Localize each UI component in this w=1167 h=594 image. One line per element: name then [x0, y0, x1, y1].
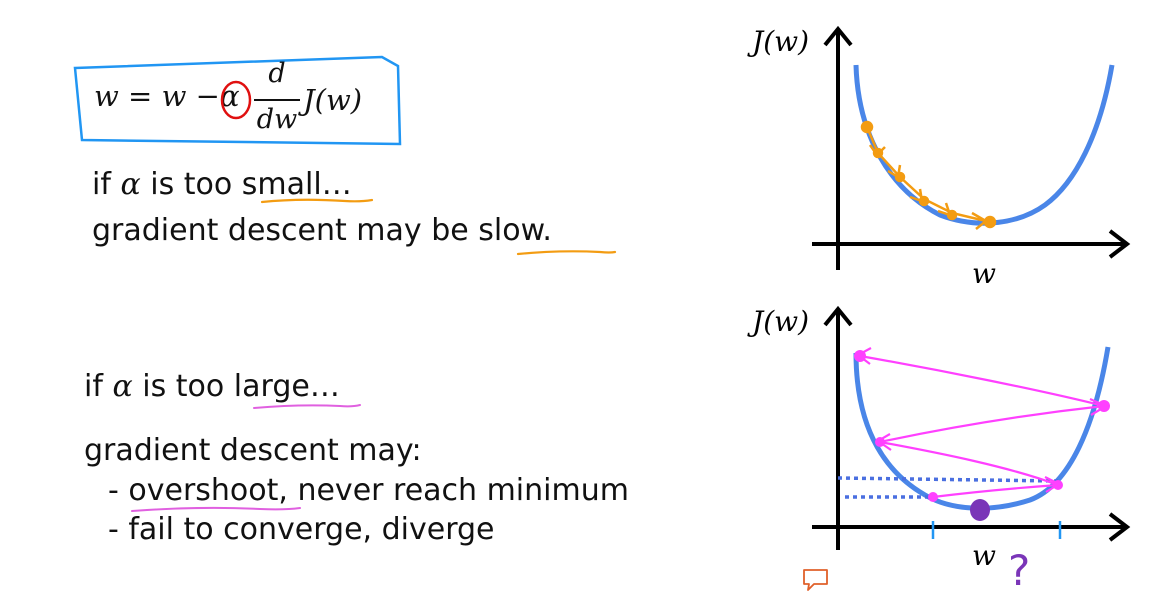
overshoot-bullet: - overshoot, never reach minimum [108, 473, 629, 509]
overshoot-point [854, 350, 866, 362]
overshoot-point [1053, 480, 1063, 490]
bottom-x-label: w [972, 539, 996, 572]
step-point [860, 120, 874, 134]
large-keyword: large [233, 369, 310, 404]
bottom-y-arrow [823, 305, 853, 327]
small-ellipsis: … [321, 167, 352, 202]
formula-minus: − [195, 79, 220, 113]
top-x-arrow [1108, 229, 1131, 259]
may-line: gradient descent may: [84, 433, 422, 468]
overshoot-points [854, 350, 1110, 502]
small-keyword: small [241, 167, 322, 202]
overshoot-keyword: overshoot [128, 473, 279, 508]
large-alpha-symbol: α [112, 369, 133, 404]
plot-small-alpha: J(w) w [747, 25, 1131, 290]
question-mark: ? [1008, 546, 1030, 594]
formula-fraction-bar [254, 99, 300, 101]
top-cost-curve [853, 64, 1115, 226]
formula-equals: = [128, 79, 153, 113]
overshoot-point [1098, 400, 1110, 412]
slow-underline [516, 250, 617, 256]
large-alpha-line: if α is too large… [84, 369, 340, 405]
minimum-point [970, 499, 990, 521]
formula-w-rhs: w [161, 79, 187, 113]
formula-fraction-numerator: d [268, 58, 286, 89]
diverge-bullet: - fail to converge, diverge [108, 512, 495, 547]
bottom-cost-curve [853, 346, 1111, 511]
alpha-highlight-circle [220, 80, 252, 120]
formula-cost: J(w) [303, 83, 363, 117]
dotted-level-upper [837, 476, 1059, 483]
slow-prefix: gradient descent may be [92, 213, 469, 248]
large-underline [253, 404, 361, 409]
overshoot-dash: - [108, 473, 119, 508]
overshoot-point [928, 492, 938, 502]
large-ellipsis: … [309, 369, 340, 404]
slow-period: . [542, 213, 552, 248]
top-x-label: w [972, 257, 996, 290]
small-alpha-symbol: α [120, 167, 141, 202]
formula-fraction-denominator: dw [256, 104, 298, 135]
small-alpha-line: if α is too small… [92, 167, 352, 203]
comment-icon[interactable] [802, 568, 830, 592]
slow-line: gradient descent may be slow. [92, 213, 552, 249]
large-is-too: is too [142, 369, 225, 404]
overshoot-rest: , never reach minimum [278, 473, 629, 508]
formula-w-lhs: w [94, 79, 119, 113]
overshoot-steps [855, 347, 1109, 499]
top-y-label: J(w) [747, 25, 809, 58]
small-is-too: is too [150, 167, 233, 202]
slow-keyword: slow [478, 213, 543, 248]
plot-large-alpha: J(w) w ? [747, 305, 1131, 594]
formula-box [73, 55, 402, 146]
small-steps [860, 120, 997, 230]
small-if: if [92, 167, 111, 202]
bottom-x-arrow [1108, 512, 1131, 542]
large-if: if [84, 369, 103, 404]
overshoot-point [875, 437, 885, 447]
top-y-arrow [823, 25, 853, 47]
bottom-y-label: J(w) [747, 305, 809, 338]
